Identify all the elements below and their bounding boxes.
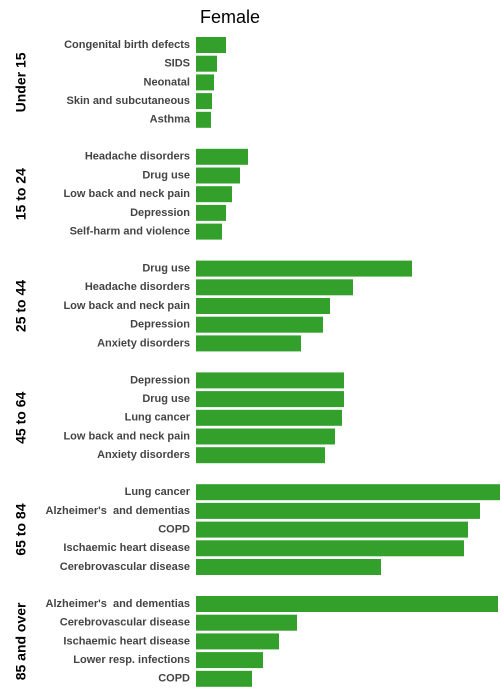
category-label: Cerebrovascular disease — [60, 561, 190, 573]
bar — [196, 55, 217, 72]
group-label: 45 to 64 — [13, 392, 29, 444]
category-label: Self-harm and violence — [70, 226, 190, 238]
bar — [196, 596, 498, 612]
bar — [196, 111, 211, 128]
category-label: Lung cancer — [125, 412, 191, 424]
group-label: 25 to 44 — [13, 280, 29, 332]
category-label: Low back and neck pain — [63, 430, 190, 442]
category-label: Depression — [130, 207, 190, 219]
group-label: 85 and over — [13, 602, 29, 680]
bar — [196, 167, 240, 184]
bar — [196, 298, 330, 314]
category-label: Depression — [130, 319, 190, 331]
bar — [196, 484, 500, 501]
category-label: Drug use — [142, 263, 190, 275]
category-label: Neonatal — [144, 76, 190, 88]
bar — [196, 186, 232, 203]
bar — [196, 335, 301, 352]
bar — [196, 279, 353, 296]
group-label: 15 to 24 — [13, 168, 29, 220]
category-label: COPD — [158, 524, 190, 536]
bar — [196, 633, 279, 650]
category-label: Depression — [130, 374, 190, 386]
bar — [196, 540, 464, 557]
bar — [196, 372, 344, 389]
bar — [196, 670, 252, 687]
bar — [196, 316, 323, 333]
group-label: Under 15 — [13, 52, 29, 112]
bar — [196, 37, 226, 53]
bar — [196, 409, 342, 426]
chart-title: Female — [200, 7, 260, 27]
category-label: Lower resp. infections — [73, 654, 190, 666]
bar — [196, 74, 214, 91]
bar — [196, 204, 226, 221]
category-label: Headache disorders — [85, 281, 190, 293]
category-label: Asthma — [150, 114, 191, 126]
category-label: Anxiety disorders — [97, 449, 190, 461]
category-label: SIDS — [164, 58, 190, 70]
category-label: Low back and neck pain — [63, 300, 190, 312]
bar — [196, 223, 222, 240]
category-label: Drug use — [142, 169, 190, 181]
group-label: 65 to 84 — [13, 503, 29, 555]
bar — [196, 428, 335, 445]
category-label: Ischaemic heart disease — [63, 542, 190, 554]
category-label: Alzheimer's and dementias — [46, 505, 190, 517]
bar — [196, 521, 468, 538]
category-label: Drug use — [142, 393, 190, 405]
bar — [196, 148, 248, 165]
category-label: Headache disorders — [85, 151, 190, 163]
bar — [196, 614, 297, 631]
category-label: Low back and neck pain — [63, 188, 190, 200]
bar — [196, 502, 480, 519]
category-label: Congenital birth defects — [64, 39, 190, 51]
category-label: Anxiety disorders — [97, 337, 190, 349]
category-label: Cerebrovascular disease — [60, 617, 190, 629]
category-label: COPD — [158, 673, 190, 685]
bar — [196, 93, 212, 110]
category-label: Alzheimer's and dementias — [46, 598, 190, 610]
bar — [196, 391, 344, 408]
bar — [196, 559, 381, 575]
bar — [196, 447, 325, 464]
category-label: Ischaemic heart disease — [63, 635, 190, 647]
category-label: Skin and subcutaneous — [67, 95, 190, 107]
category-label: Lung cancer — [125, 486, 191, 498]
bar — [196, 652, 263, 669]
bar — [196, 260, 412, 277]
